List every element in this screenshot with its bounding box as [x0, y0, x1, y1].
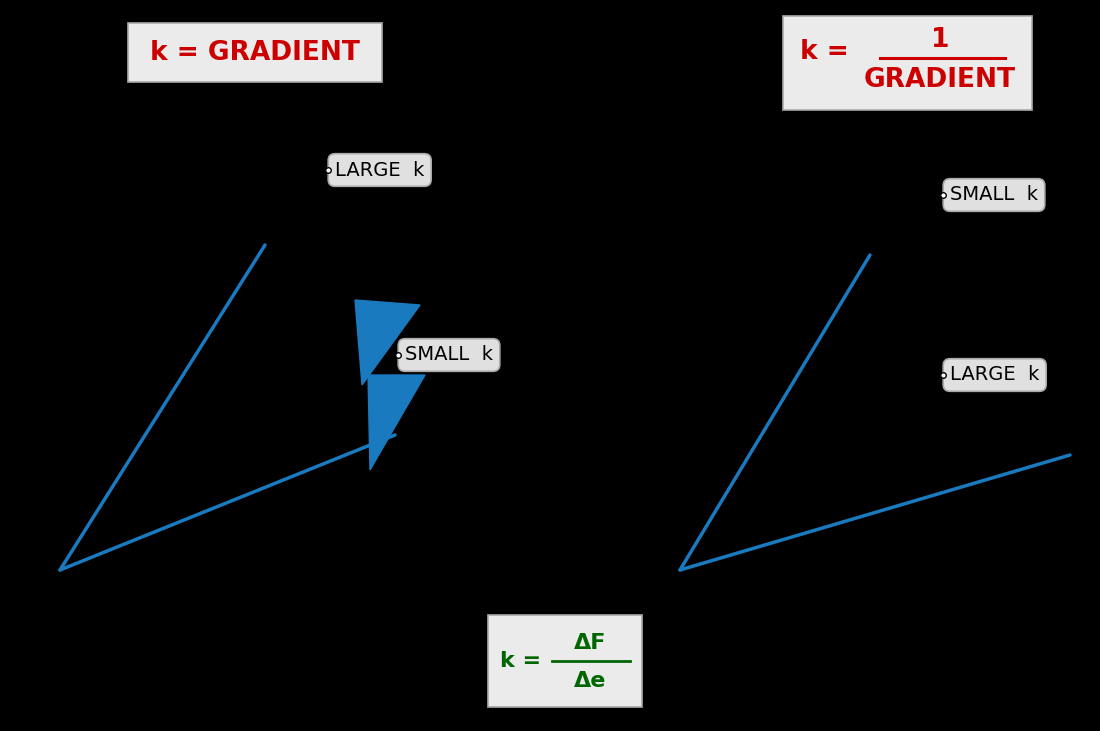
Text: ΔF: ΔF: [574, 633, 606, 653]
Polygon shape: [355, 300, 420, 385]
Text: LARGE  k: LARGE k: [336, 161, 425, 180]
Text: k =: k =: [800, 39, 858, 65]
Text: k =: k =: [500, 651, 549, 671]
Text: SMALL  k: SMALL k: [405, 346, 493, 365]
Polygon shape: [368, 375, 425, 470]
Text: LARGE  k: LARGE k: [950, 366, 1040, 385]
FancyBboxPatch shape: [488, 615, 642, 707]
Text: 1: 1: [931, 27, 949, 53]
Text: Δe: Δe: [574, 671, 606, 691]
FancyBboxPatch shape: [128, 23, 382, 82]
Text: GRADIENT: GRADIENT: [864, 67, 1016, 93]
FancyBboxPatch shape: [783, 16, 1032, 110]
Text: k = GRADIENT: k = GRADIENT: [150, 40, 360, 66]
Text: SMALL  k: SMALL k: [950, 186, 1038, 205]
